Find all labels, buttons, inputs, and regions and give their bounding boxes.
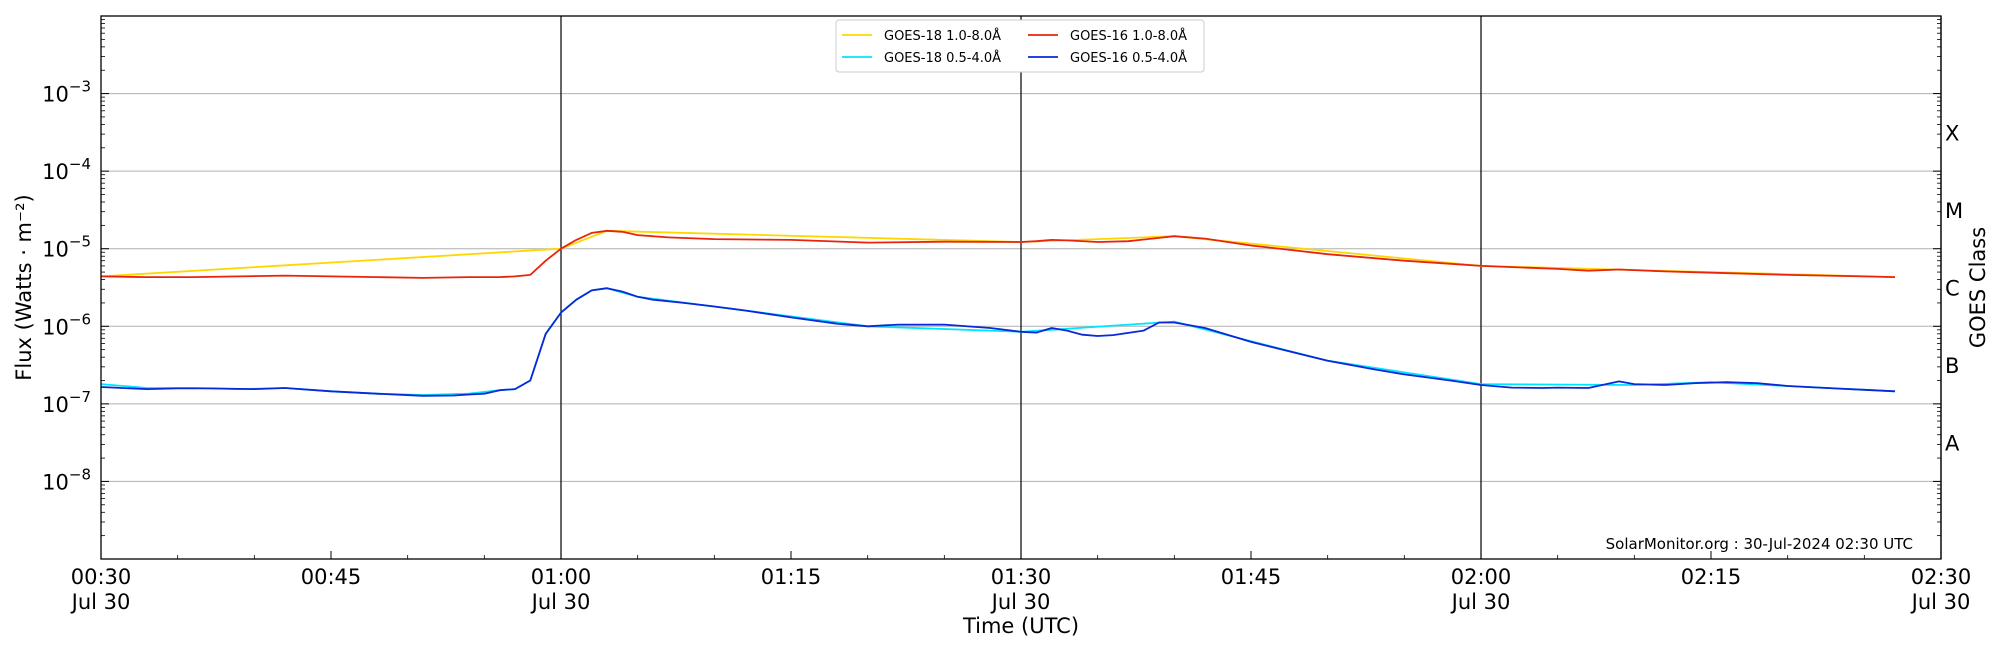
series-line-2 xyxy=(100,287,1896,396)
x-tick-label: 01:15 xyxy=(761,565,822,589)
x-tick-date-label: Jul 30 xyxy=(70,590,131,614)
x-tick-date-label: Jul 30 xyxy=(990,590,1051,614)
x-tick-label: 01:45 xyxy=(1221,565,1282,589)
x-tick-label: 02:00 xyxy=(1451,565,1512,589)
goes-class-axis-title: GOES Class xyxy=(1966,227,1990,348)
y-axis-title: Flux (Watts · m⁻²) xyxy=(12,194,36,380)
x-tick-date-label: Jul 30 xyxy=(530,590,591,614)
y-tick-label: 10−7 xyxy=(42,388,91,417)
goes-class-label-c: C xyxy=(1945,277,1960,301)
x-tick-label: 02:30 xyxy=(1911,565,1972,589)
x-axis-title: Time (UTC) xyxy=(962,614,1079,638)
series-layer xyxy=(100,229,1896,397)
y-tick-label: 10−8 xyxy=(42,465,91,494)
goes-class-label-x: X xyxy=(1945,121,1959,145)
legend: GOES-18 1.0-8.0Å GOES-18 0.5-4.0Å GOES-16 … xyxy=(835,19,1205,73)
legend-label-0: GOES-18 1.0-8.0Å xyxy=(884,28,1001,44)
x-tick-label: 01:30 xyxy=(991,565,1052,589)
y-tick-label: 10−3 xyxy=(42,78,91,107)
vertical-marker-layer xyxy=(560,16,1942,559)
x-tick-date-label: Jul 30 xyxy=(1910,590,1971,614)
series-line-1 xyxy=(100,229,1896,279)
legend-box xyxy=(835,19,1205,73)
goes-class-label-a: A xyxy=(1945,432,1960,456)
y-tick-label: 10−5 xyxy=(42,233,91,262)
x-tick-label: 00:45 xyxy=(301,565,362,589)
tick-layer xyxy=(100,15,1942,560)
x-tick-label: 02:15 xyxy=(1681,565,1742,589)
y-tick-label: 10−6 xyxy=(42,310,91,339)
series-line-3 xyxy=(100,287,1896,397)
x-tick-label: 01:00 xyxy=(531,565,592,589)
goes-class-label-b: B xyxy=(1945,354,1959,378)
legend-label-1: GOES-16 1.0-8.0Å xyxy=(1070,28,1187,44)
credit-text: SolarMonitor.org : 30-Jul-2024 02:30 UTC xyxy=(1606,535,1913,553)
legend-label-2: GOES-18 0.5-4.0Å xyxy=(884,50,1001,66)
x-tick-label: 00:30 xyxy=(71,565,132,589)
goes-class-label-m: M xyxy=(1945,199,1963,223)
y-tick-label: 10−4 xyxy=(42,155,91,184)
x-tick-date-label: Jul 30 xyxy=(1450,590,1511,614)
legend-label-3: GOES-16 0.5-4.0Å xyxy=(1070,50,1187,66)
